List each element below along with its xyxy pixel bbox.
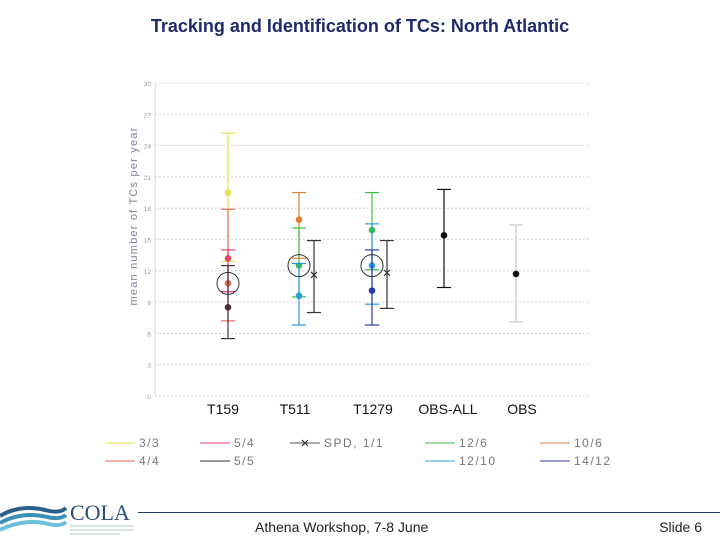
data-point	[295, 292, 303, 300]
data-point	[224, 254, 232, 262]
category-label: T1279	[353, 401, 393, 417]
y-tick-label: 0	[147, 394, 151, 401]
axis-layer: 0 3 6 9 12 15 18 21 24 27 30 mean number of TCs per…	[128, 81, 156, 401]
legend-label: 5/4	[234, 436, 255, 450]
legend-label: 12/6	[459, 436, 488, 450]
y-tick-label: 21	[144, 175, 152, 182]
y-tick-label: 12	[144, 269, 152, 276]
category-label: T159	[207, 401, 239, 417]
data-point	[368, 287, 376, 294]
legend-label: SPD, 1/1	[324, 436, 384, 450]
y-tick-label: 6	[147, 331, 151, 338]
data-point	[440, 232, 448, 239]
legend-marker	[301, 439, 309, 447]
category-labels: T159 T511 T1279 OBS-ALL OBS	[207, 401, 537, 417]
y-tick-label: 27	[144, 112, 152, 119]
legend-label: 3/3	[139, 436, 160, 450]
legend-label: 5/5	[234, 454, 255, 468]
footer-rule	[138, 512, 720, 513]
data-point	[224, 189, 232, 196]
y-tick-label: 30	[144, 81, 152, 88]
legend-label: 12/10	[459, 454, 497, 468]
y-tick-label: 18	[144, 206, 152, 213]
data-point	[224, 304, 232, 311]
category-label: OBS-ALL	[418, 401, 477, 417]
cola-logo: COLA	[0, 500, 134, 535]
legend-label: 10/6	[574, 436, 603, 450]
marks-layer	[216, 132, 523, 340]
footer-slide-number: Slide 6	[659, 519, 702, 535]
highlight-ring	[216, 271, 240, 295]
highlight-ring	[360, 254, 384, 278]
legend-label: 4/4	[139, 454, 160, 468]
y-tick-label: 3	[147, 363, 151, 370]
y-tick-label: 9	[147, 300, 151, 307]
y-axis-label: mean number of TCs per year	[128, 127, 140, 306]
data-point	[295, 216, 303, 223]
data-point	[310, 271, 318, 279]
highlight-ring	[287, 254, 311, 278]
y-tick-label: 24	[144, 144, 152, 151]
category-label: T511	[280, 401, 311, 417]
legend-label: 14/12	[574, 454, 612, 468]
footer-event-text: Athena Workshop, 7-8 June	[255, 519, 429, 535]
slide-title: Tracking and Identification of TCs: Nort…	[150, 16, 570, 36]
cola-logo-text: COLA	[70, 500, 130, 525]
data-point	[383, 269, 391, 277]
data-point	[512, 270, 520, 278]
category-label: OBS	[507, 401, 537, 417]
y-tick-label: 15	[144, 238, 152, 245]
legend: 3/3 5/4 SPD, 1/1 12/6 10/6 4/4 5/5 12/10 14/12	[105, 436, 612, 468]
